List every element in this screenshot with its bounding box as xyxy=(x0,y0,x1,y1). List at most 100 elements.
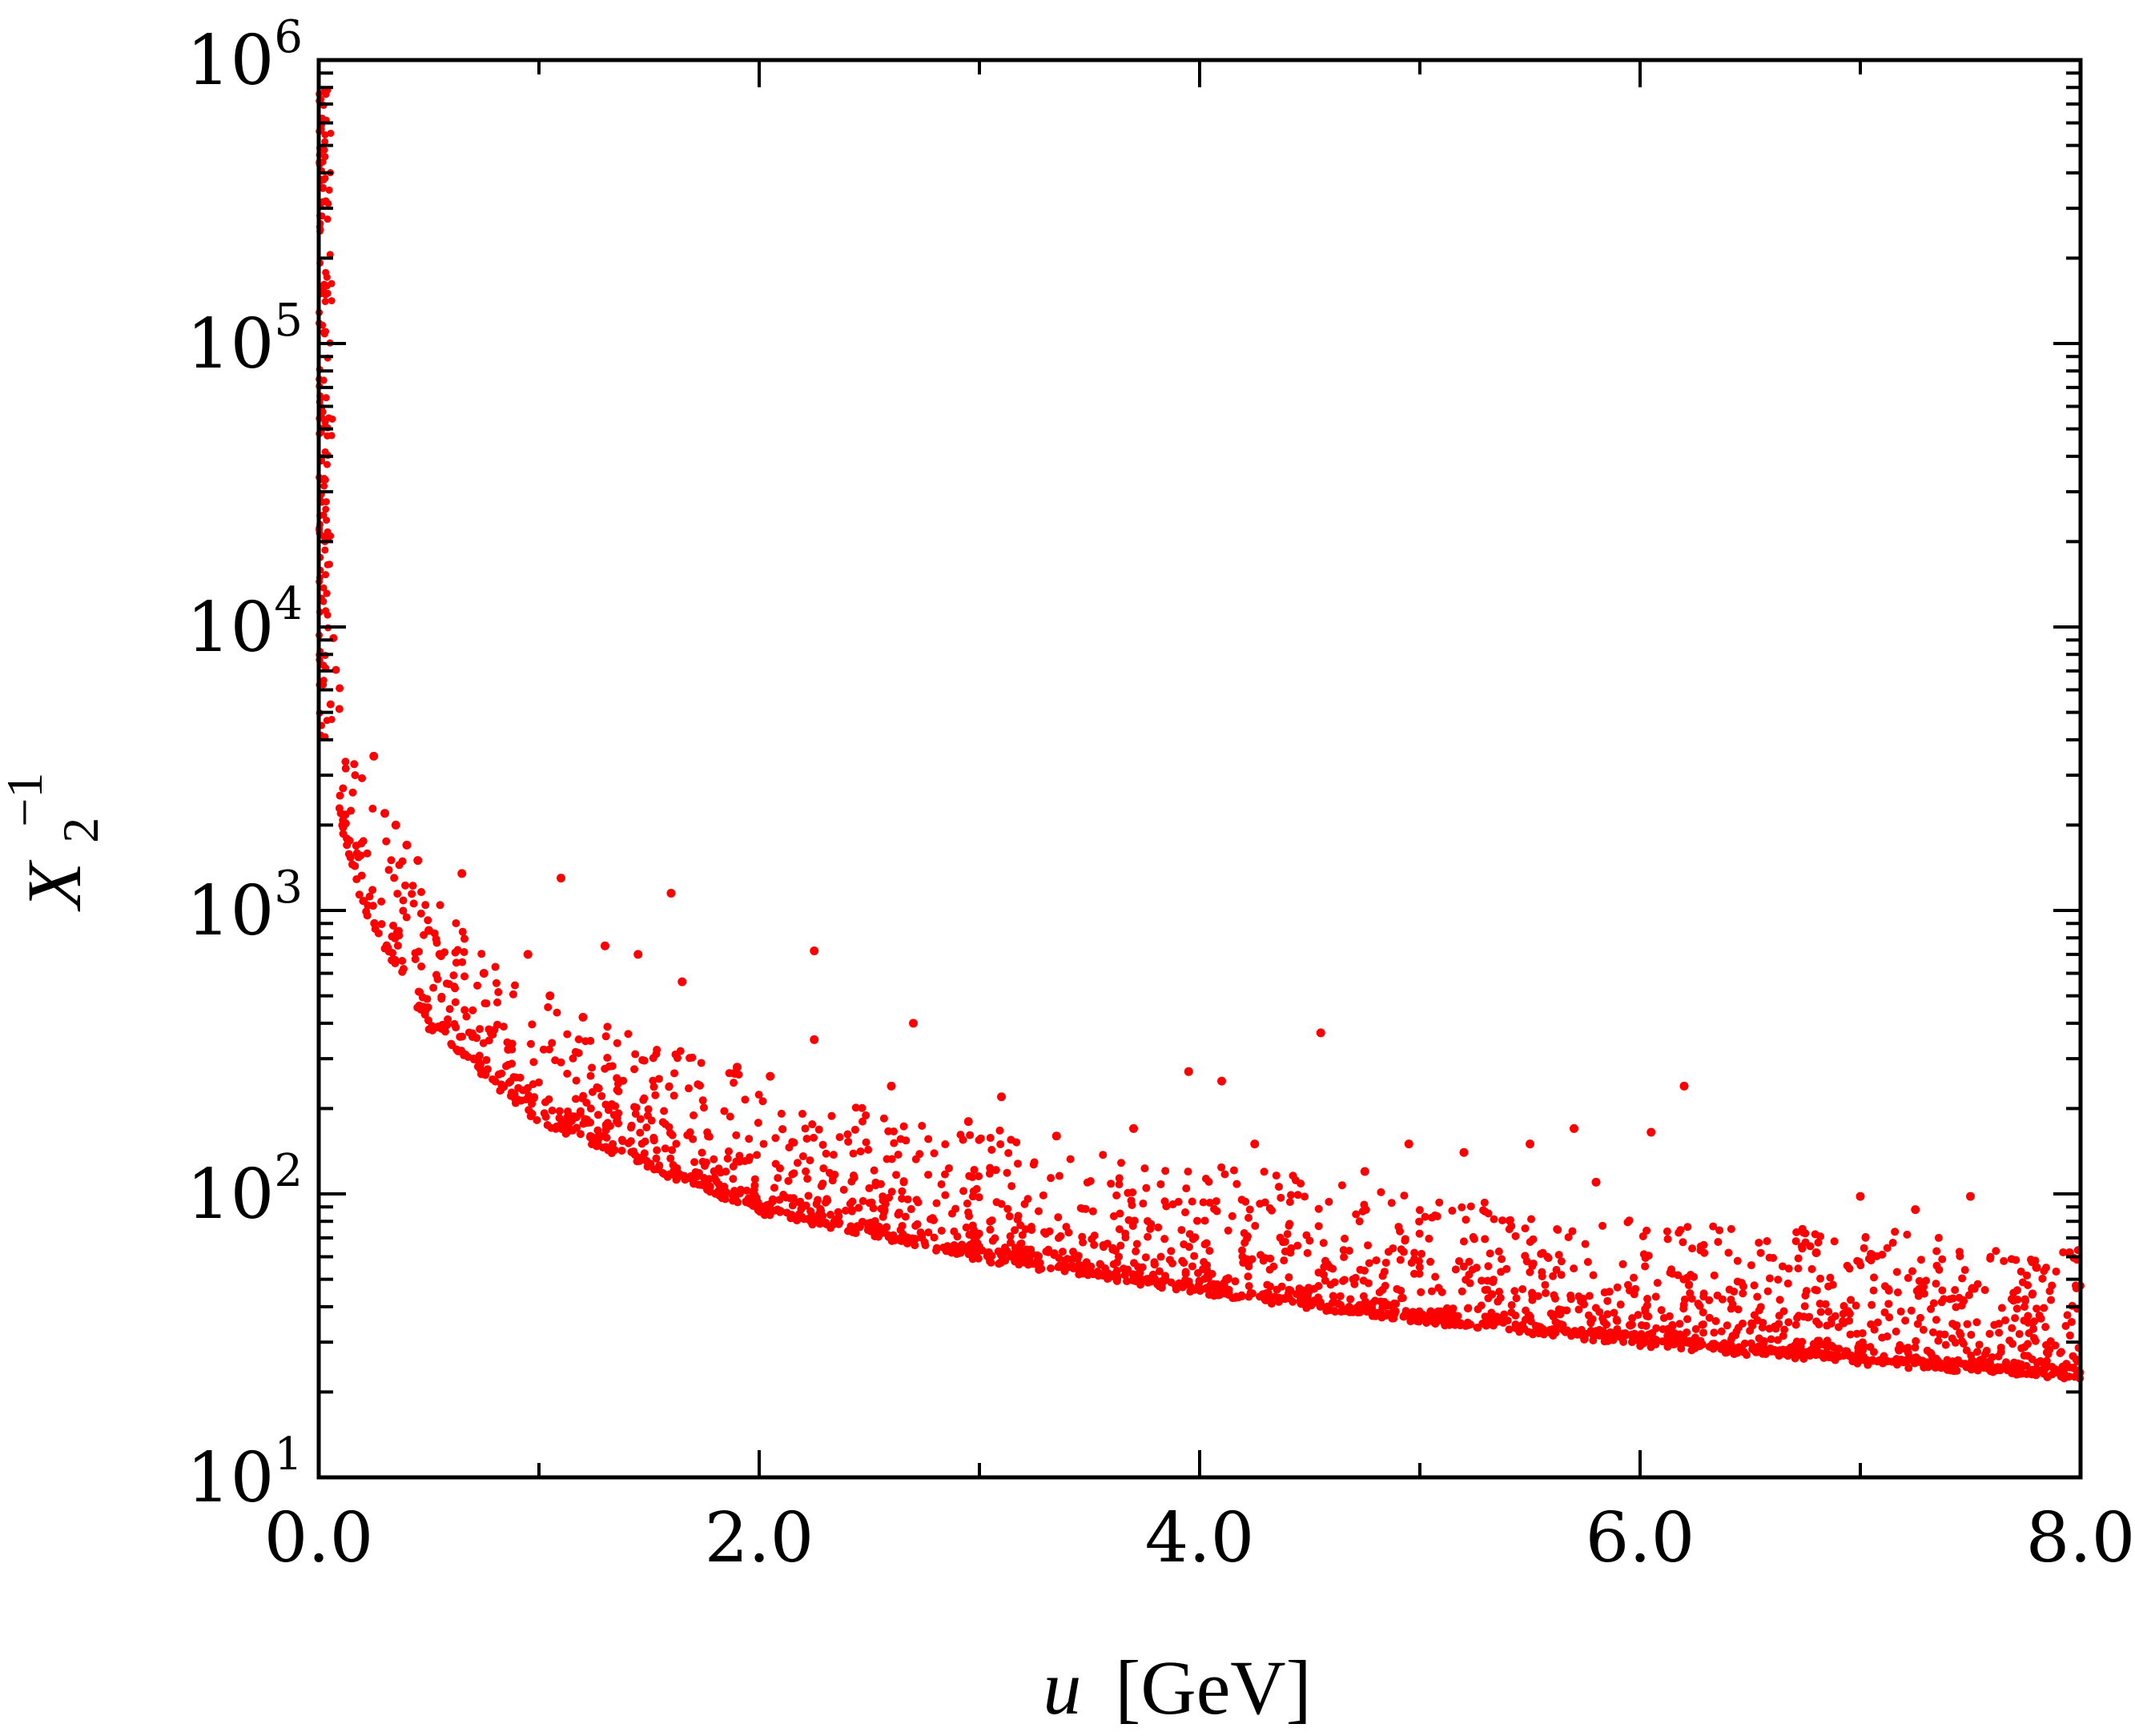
scatter-point xyxy=(1116,1241,1125,1250)
scatter-point xyxy=(1174,1281,1183,1290)
scatter-point xyxy=(1360,1200,1369,1209)
scatter-point xyxy=(1783,1279,1792,1288)
scatter-point xyxy=(389,921,398,930)
scatter-point xyxy=(1185,1230,1194,1239)
scatter-point xyxy=(672,1175,681,1184)
scatter-point xyxy=(814,1196,822,1204)
scatter-point xyxy=(1474,1305,1482,1314)
scatter-point xyxy=(2058,1370,2067,1379)
scatter-point xyxy=(768,1195,777,1204)
scatter-point xyxy=(1115,1174,1124,1183)
scatter-point xyxy=(1663,1235,1672,1244)
scatter-point xyxy=(705,1132,714,1141)
scatter-point xyxy=(402,913,411,922)
scatter-point xyxy=(1107,1179,1116,1188)
scatter-point xyxy=(1750,1281,1759,1290)
y-tick-base: 10 xyxy=(187,871,274,951)
scatter-point xyxy=(1914,1292,1923,1300)
scatter-point xyxy=(1522,1257,1531,1266)
scatter-point xyxy=(806,1207,815,1216)
scatter-point xyxy=(452,958,460,967)
scatter-point xyxy=(1415,1269,1424,1278)
scatter-point xyxy=(972,1252,981,1261)
scatter-point xyxy=(435,950,444,959)
scatter-point xyxy=(1272,1171,1281,1180)
scatter-point xyxy=(1341,1234,1349,1243)
scatter-point xyxy=(1096,1260,1104,1268)
scatter-point xyxy=(1494,1297,1502,1306)
scatter-point xyxy=(462,1012,471,1021)
scatter-point xyxy=(1205,1199,1214,1208)
scatter-point xyxy=(1109,1212,1118,1220)
points-layer xyxy=(316,86,2085,1383)
scatter-point xyxy=(1193,1268,1202,1277)
scatter-point xyxy=(818,1213,826,1222)
scatter-point xyxy=(327,129,335,137)
scatter-point xyxy=(1062,1223,1071,1232)
scatter-point xyxy=(368,902,377,910)
scatter-point xyxy=(624,1030,633,1039)
scatter-point xyxy=(408,882,417,890)
scatter-point xyxy=(2042,1348,2051,1357)
scatter-point xyxy=(964,1208,973,1217)
scatter-point xyxy=(1127,1196,1136,1205)
scatter-point xyxy=(1665,1332,1674,1340)
scatter-point xyxy=(603,1119,612,1127)
scatter-point xyxy=(1319,1239,1328,1248)
scatter-point xyxy=(429,983,438,992)
scatter-point xyxy=(320,376,328,384)
scatter-point xyxy=(1494,1317,1502,1326)
scatter-point xyxy=(1581,1240,1590,1248)
scatter-point xyxy=(369,751,379,761)
scatter-point xyxy=(803,1175,812,1183)
scatter-point xyxy=(341,764,350,773)
scatter-point xyxy=(1518,1284,1527,1293)
scatter-point xyxy=(1351,1273,1360,1282)
scatter-point xyxy=(1824,1282,1833,1291)
scatter-point xyxy=(1911,1343,1920,1352)
scatter-point xyxy=(1932,1261,1941,1270)
scatter-point xyxy=(1142,1183,1151,1192)
scatter-point xyxy=(2051,1341,2060,1350)
scatter-point xyxy=(1691,1324,1700,1333)
scatter-point xyxy=(1124,1188,1132,1197)
scatter-point xyxy=(1674,1271,1683,1280)
scatter-point xyxy=(1566,1291,1575,1300)
scatter-point xyxy=(932,1246,941,1255)
scatter-point xyxy=(1543,1252,1552,1261)
scatter-point xyxy=(1180,1259,1188,1268)
scatter-point xyxy=(1160,1235,1169,1244)
scatter-point xyxy=(1302,1304,1311,1312)
scatter-point xyxy=(754,1091,763,1099)
scatter-point xyxy=(493,998,501,1007)
scatter-point xyxy=(1184,1167,1192,1176)
scatter-point xyxy=(1932,1363,1941,1372)
scatter-point xyxy=(1816,1274,1825,1283)
scatter-point xyxy=(1557,1257,1566,1266)
scatter-point xyxy=(851,1228,860,1237)
scatter-point xyxy=(718,1194,726,1203)
scatter-point xyxy=(1432,1312,1441,1321)
scatter-point xyxy=(1488,1290,1497,1299)
scatter-point xyxy=(986,1163,995,1172)
scatter-point xyxy=(729,1175,738,1183)
scatter-point xyxy=(523,950,533,959)
scatter-point xyxy=(1237,1292,1246,1300)
scatter-point xyxy=(593,1139,602,1147)
scatter-point xyxy=(451,998,460,1007)
scatter-point xyxy=(581,1037,590,1046)
scatter-point xyxy=(1699,1289,1708,1298)
scatter-point xyxy=(1510,1287,1519,1296)
scatter-point xyxy=(822,1149,830,1158)
scatter-point xyxy=(1612,1316,1621,1324)
scatter-point xyxy=(1585,1292,1594,1300)
scatter-point xyxy=(322,505,330,513)
scatter-point xyxy=(668,1146,677,1155)
scatter-point xyxy=(1428,1213,1437,1222)
scatter-point xyxy=(1526,1238,1534,1247)
scatter-point xyxy=(460,948,468,957)
scatter-point xyxy=(1570,1123,1578,1133)
scatter-point xyxy=(879,1192,887,1201)
scatter-point xyxy=(476,1059,484,1068)
scatter-point xyxy=(571,1095,580,1103)
